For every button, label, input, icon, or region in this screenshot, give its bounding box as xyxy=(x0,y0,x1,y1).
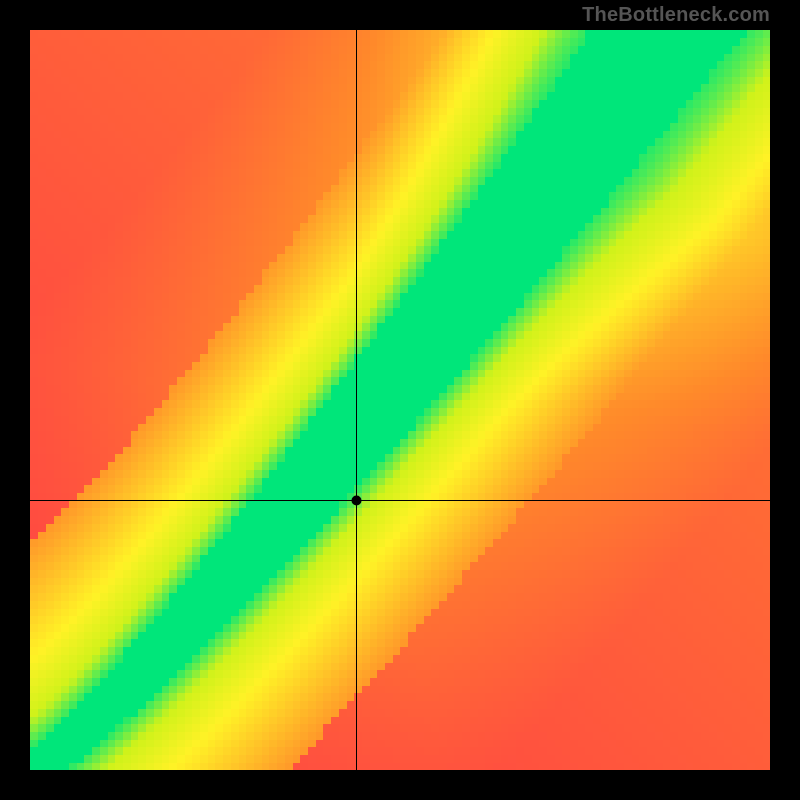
watermark-text: TheBottleneck.com xyxy=(582,4,770,27)
bottleneck-heatmap xyxy=(30,30,770,770)
chart-area xyxy=(30,30,770,770)
